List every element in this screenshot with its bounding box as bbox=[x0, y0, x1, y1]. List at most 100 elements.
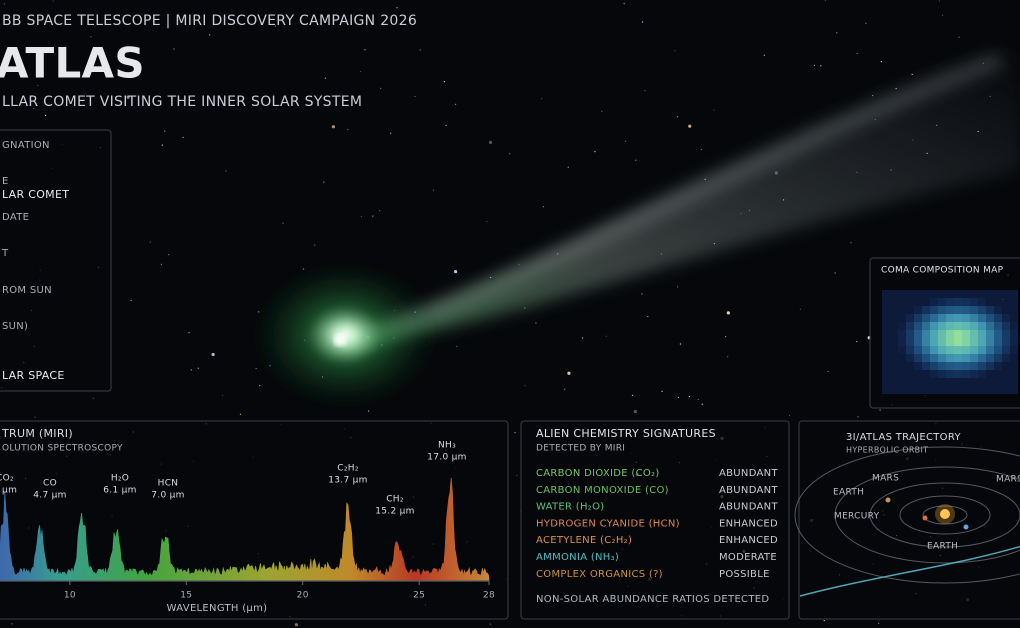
star bbox=[567, 371, 571, 375]
star bbox=[34, 416, 36, 418]
heat-cell bbox=[906, 298, 914, 306]
star bbox=[209, 34, 211, 36]
heat-cell bbox=[938, 354, 946, 362]
star bbox=[524, 385, 526, 387]
star bbox=[390, 132, 392, 134]
star bbox=[149, 241, 151, 243]
star bbox=[895, 87, 897, 90]
star bbox=[594, 151, 596, 153]
star bbox=[489, 623, 491, 625]
heat-cell bbox=[1002, 314, 1010, 322]
orbit bbox=[869, 482, 1020, 548]
star bbox=[688, 124, 692, 128]
star bbox=[516, 474, 518, 477]
heat-cell bbox=[882, 354, 890, 362]
spectrum-trace bbox=[0, 477, 490, 581]
star bbox=[92, 397, 94, 399]
peak-label: H₂O bbox=[111, 474, 129, 484]
star bbox=[647, 315, 649, 318]
star bbox=[347, 128, 349, 131]
star bbox=[725, 335, 727, 338]
orbit bbox=[922, 505, 968, 525]
heat-cell bbox=[978, 370, 986, 378]
star bbox=[941, 14, 944, 16]
star bbox=[90, 36, 92, 38]
heat-cell bbox=[978, 354, 986, 362]
heat-cell bbox=[922, 354, 930, 362]
sun-glow bbox=[935, 504, 955, 524]
planet bbox=[922, 515, 928, 521]
star bbox=[679, 343, 681, 345]
heat-cell bbox=[898, 322, 906, 330]
heat-cell bbox=[946, 322, 954, 330]
heat-cell bbox=[962, 370, 970, 378]
star bbox=[432, 189, 435, 191]
star bbox=[624, 140, 627, 142]
heat-cell bbox=[906, 290, 914, 298]
heat-cell bbox=[914, 322, 922, 330]
heat-cell bbox=[946, 330, 954, 338]
heat-cell bbox=[906, 346, 914, 354]
heat-cell bbox=[906, 338, 914, 346]
peak-label: NH₃ bbox=[438, 441, 456, 451]
heat-cell bbox=[978, 314, 986, 322]
heat-cell bbox=[962, 362, 970, 370]
heat-cell bbox=[962, 330, 970, 338]
heat-cell bbox=[938, 290, 946, 298]
star bbox=[834, 272, 836, 274]
heat-cell bbox=[922, 338, 930, 346]
planet-label: MARS bbox=[872, 474, 899, 484]
heat-cell bbox=[890, 370, 898, 378]
peak-label: CO₂ bbox=[0, 474, 14, 484]
star bbox=[372, 215, 374, 217]
heat-cell bbox=[930, 386, 938, 394]
x-tick-label: 15 bbox=[180, 591, 192, 601]
info-panel bbox=[0, 129, 112, 392]
heat-cell bbox=[906, 314, 914, 322]
comet-coma bbox=[250, 260, 440, 410]
heat-cell bbox=[954, 298, 962, 306]
heat-cell bbox=[954, 290, 962, 298]
heat-cell bbox=[946, 338, 954, 346]
heat-cell bbox=[922, 346, 930, 354]
heat-cell bbox=[1002, 338, 1010, 346]
trajectory-title: 3I/ATLAS TRAJECTORY bbox=[846, 432, 961, 443]
star bbox=[488, 140, 493, 145]
heat-cell bbox=[890, 362, 898, 370]
star bbox=[456, 345, 458, 348]
heat-cell bbox=[1002, 330, 1010, 338]
chemical-status: ABUNDANT bbox=[719, 485, 778, 496]
heat-cell bbox=[1010, 346, 1018, 354]
star bbox=[173, 48, 175, 50]
star bbox=[958, 36, 960, 38]
heat-cell bbox=[946, 386, 954, 394]
heat-cell bbox=[914, 314, 922, 322]
peak-label: C₂H₂ bbox=[337, 464, 359, 474]
star bbox=[601, 110, 603, 112]
heat-cell bbox=[898, 346, 906, 354]
star bbox=[788, 414, 791, 417]
heat-cell bbox=[906, 322, 914, 330]
star bbox=[581, 337, 584, 339]
heat-cell bbox=[1010, 354, 1018, 362]
star bbox=[700, 148, 702, 151]
x-axis-label: WAVELENGTH (μm) bbox=[167, 603, 268, 614]
orbit bbox=[794, 446, 1020, 584]
star bbox=[359, 70, 362, 73]
heat-cell bbox=[986, 354, 994, 362]
heat-cell bbox=[946, 314, 954, 322]
heat-cell bbox=[938, 306, 946, 314]
star bbox=[367, 410, 370, 412]
heat-cell bbox=[978, 346, 986, 354]
heat-cell bbox=[1002, 370, 1010, 378]
star bbox=[44, 114, 47, 117]
heat-cell bbox=[962, 346, 970, 354]
heat-cell bbox=[954, 370, 962, 378]
planet-label: MARS bbox=[996, 475, 1020, 485]
star bbox=[518, 264, 520, 266]
heat-cell bbox=[1002, 378, 1010, 386]
peak-label: CO bbox=[43, 479, 57, 489]
heat-cell bbox=[930, 370, 938, 378]
